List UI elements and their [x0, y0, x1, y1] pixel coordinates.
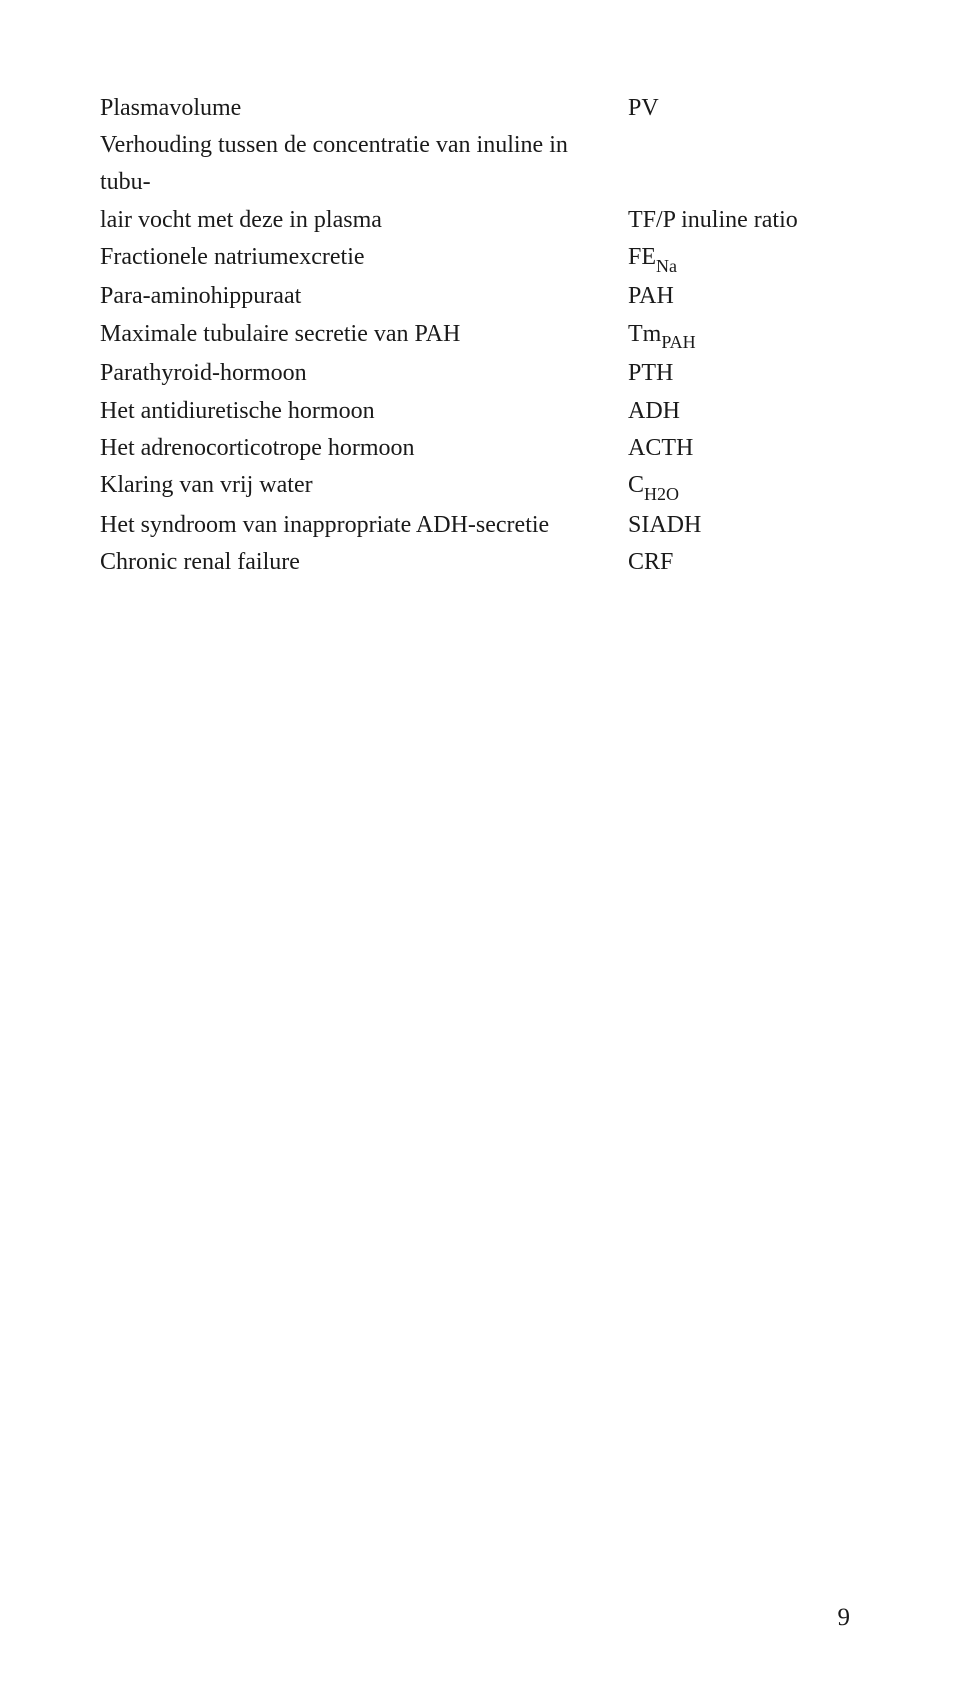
- abbr-main: Tm: [628, 321, 661, 347]
- abbr-subscript: PAH: [661, 332, 695, 352]
- abbr-subscript: Na: [656, 256, 677, 276]
- abbr-text: TmPAH: [628, 316, 860, 356]
- abbreviation-list: Plasmavolume PV Verhouding tussen de con…: [100, 90, 860, 581]
- abbr-text: PTH: [628, 355, 860, 392]
- abbr-text: PAH: [628, 278, 860, 315]
- list-item: Parathyroid-hormoon PTH: [100, 355, 860, 392]
- list-item: Klaring van vrij water CH2O: [100, 467, 860, 507]
- list-item: Het syndroom van inappropriate ADH-secre…: [100, 507, 860, 544]
- list-item: Para-aminohippuraat PAH: [100, 278, 860, 315]
- term-text: lair vocht met deze in plasma: [100, 202, 628, 239]
- abbr-text: ACTH: [628, 430, 860, 467]
- term-text: Plasmavolume: [100, 90, 628, 127]
- term-text: Het adrenocorticotrope hormoon: [100, 430, 628, 467]
- abbr-text: CRF: [628, 544, 860, 581]
- term-text: Het antidiuretische hormoon: [100, 393, 628, 430]
- list-item: Het adrenocorticotrope hormoon ACTH: [100, 430, 860, 467]
- term-text: Chronic renal failure: [100, 544, 628, 581]
- abbr-text: ADH: [628, 393, 860, 430]
- list-item: Fractionele natriumexcretie FENa: [100, 239, 860, 279]
- abbr-text: SIADH: [628, 507, 860, 544]
- abbr-text: FENa: [628, 239, 860, 279]
- list-item: Het antidiuretische hormoon ADH: [100, 393, 860, 430]
- term-text: Maximale tubulaire secretie van PAH: [100, 316, 628, 353]
- term-text: Para-aminohippuraat: [100, 278, 628, 315]
- abbr-subscript: H2O: [644, 484, 679, 504]
- list-item: Plasmavolume PV: [100, 90, 860, 127]
- abbr-text: TF/P inuline ratio: [628, 202, 860, 239]
- page-number: 9: [838, 1604, 851, 1632]
- term-text: Verhouding tussen de concentratie van in…: [100, 127, 628, 201]
- abbr-main: C: [628, 472, 644, 498]
- term-text: Parathyroid-hormoon: [100, 355, 628, 392]
- list-item: Verhouding tussen de concentratie van in…: [100, 127, 860, 201]
- term-text: Klaring van vrij water: [100, 467, 628, 504]
- list-item: Maximale tubulaire secretie van PAH TmPA…: [100, 316, 860, 356]
- document-page: Plasmavolume PV Verhouding tussen de con…: [0, 0, 960, 1702]
- list-item: lair vocht met deze in plasma TF/P inuli…: [100, 202, 860, 239]
- term-text: Het syndroom van inappropriate ADH-secre…: [100, 507, 628, 544]
- abbr-text: PV: [628, 90, 860, 127]
- term-text: Fractionele natriumexcretie: [100, 239, 628, 276]
- abbr-main: FE: [628, 244, 656, 270]
- list-item: Chronic renal failure CRF: [100, 544, 860, 581]
- abbr-text: CH2O: [628, 467, 860, 507]
